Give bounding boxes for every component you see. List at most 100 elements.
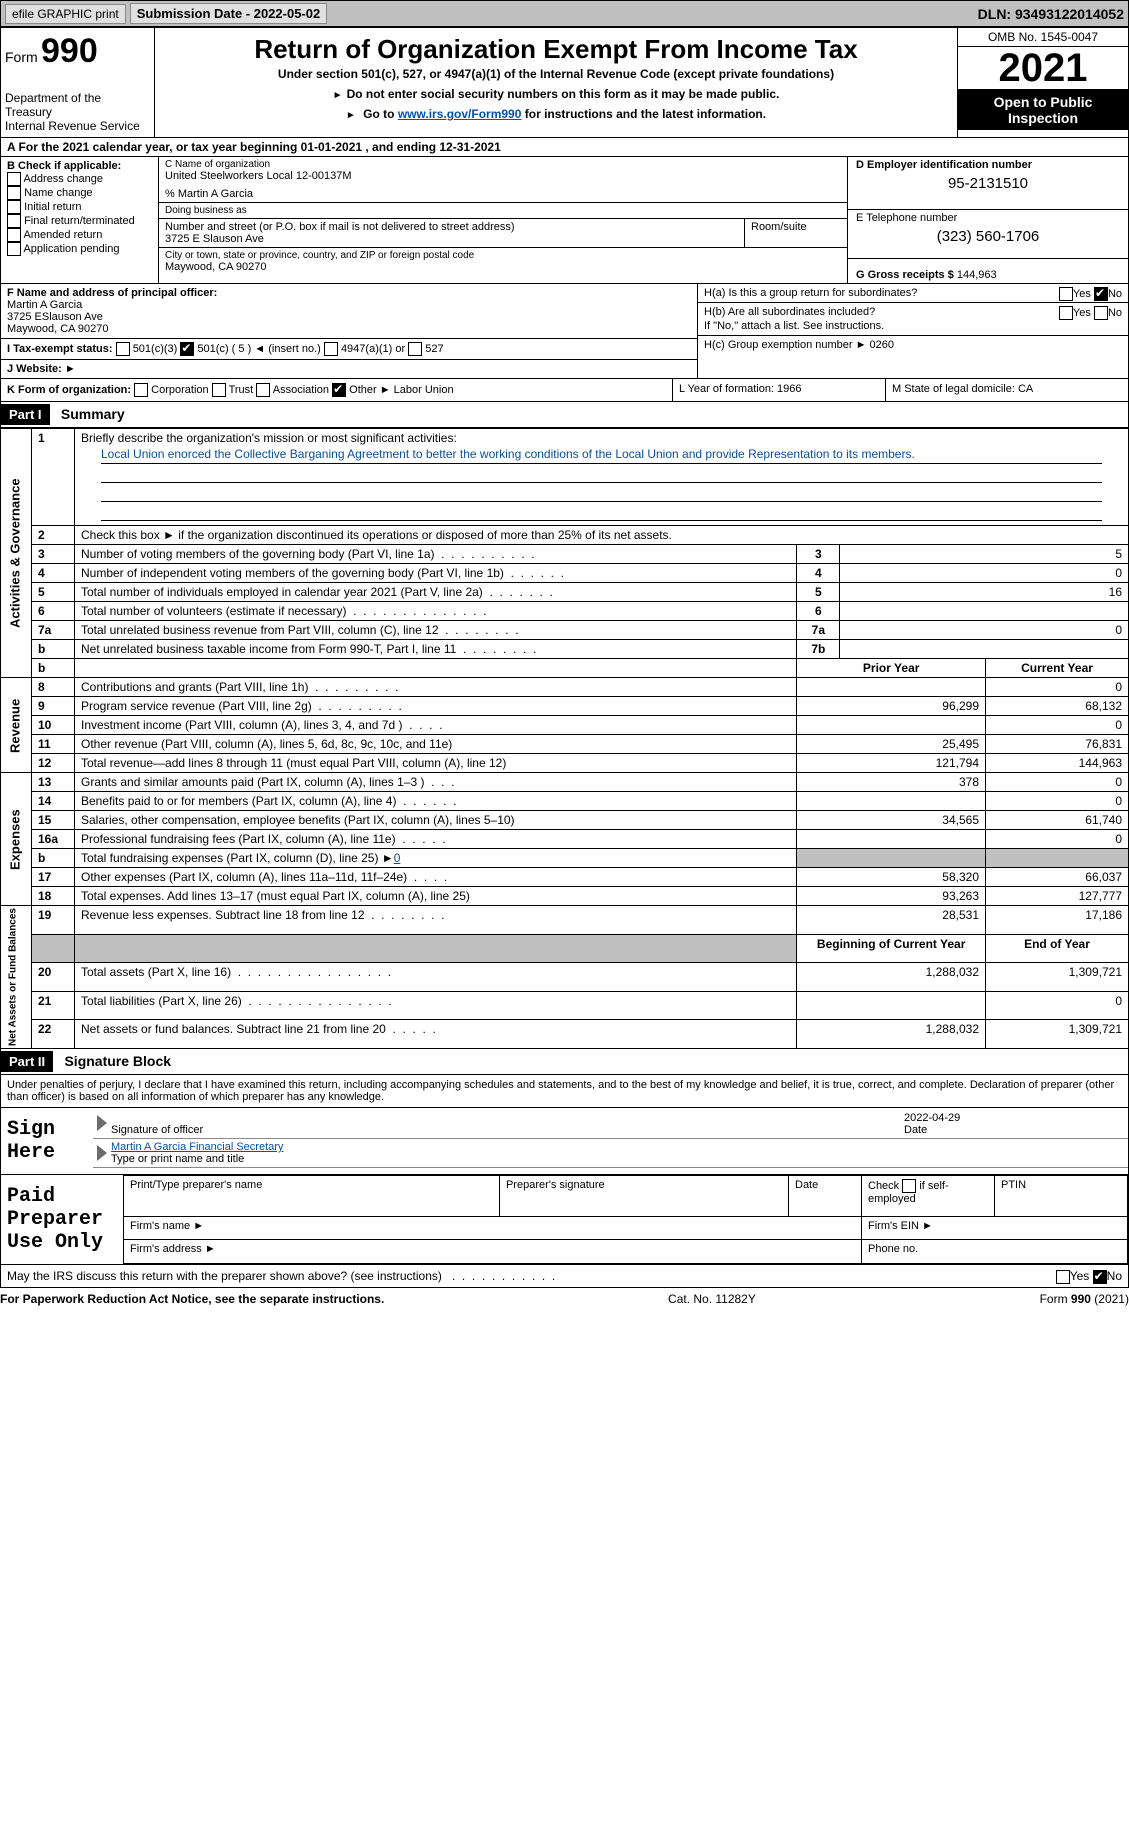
line21-eoy: 0 — [986, 991, 1129, 1020]
efile-print-button[interactable]: efile GRAPHIC print — [5, 4, 126, 24]
sign-here-label: Sign Here — [1, 1108, 93, 1174]
instr-ssn: Do not enter social security numbers on … — [163, 87, 949, 101]
opt-corp: Corporation — [151, 384, 208, 396]
chk-501c3[interactable] — [116, 342, 130, 356]
pp-selfemp: Check if self-employed — [862, 1176, 995, 1217]
form-number: 990 — [41, 32, 98, 70]
line19-current: 17,186 — [986, 906, 1129, 935]
line17-current: 66,037 — [986, 868, 1129, 887]
chk-assoc[interactable] — [256, 383, 270, 397]
line10-num: 10 — [32, 716, 75, 735]
triangle-icon — [97, 1115, 107, 1131]
chk-4947[interactable] — [324, 342, 338, 356]
line16a-num: 16a — [32, 830, 75, 849]
line4-box: 4 — [797, 564, 840, 583]
firm-ein: Firm's EIN ► — [862, 1216, 1128, 1240]
line13-text: Grants and similar amounts paid (Part IX… — [75, 773, 797, 792]
line7a-box: 7a — [797, 621, 840, 640]
section-b-label: B Check if applicable: — [7, 160, 152, 172]
line12-num: 12 — [32, 754, 75, 773]
line4-text: Number of independent voting members of … — [75, 564, 797, 583]
chk-initial-return[interactable]: Initial return — [7, 200, 152, 214]
chk-amended-return[interactable]: Amended return — [7, 228, 152, 242]
mission-text: Local Union enorced the Collective Barga… — [101, 447, 1102, 464]
hb-no[interactable] — [1094, 306, 1108, 320]
line16b-num: b — [32, 849, 75, 868]
spacer-cell — [75, 659, 797, 678]
chk-527[interactable] — [408, 342, 422, 356]
chk-selfemp[interactable] — [902, 1179, 916, 1193]
section-c: C Name of organization United Steelworke… — [159, 157, 848, 283]
line5-text: Total number of individuals employed in … — [75, 583, 797, 602]
line21-boy — [797, 991, 986, 1020]
discuss-yes[interactable] — [1056, 1270, 1070, 1284]
mission-blank2 — [101, 485, 1102, 502]
opt-other: Other — [349, 384, 377, 396]
opt-501c: 501(c) ( 5 ) ◄ (insert no.) — [197, 343, 320, 355]
line9-prior: 96,299 — [797, 697, 986, 716]
line9-current: 68,132 — [986, 697, 1129, 716]
submission-date: Submission Date - 2022-05-02 — [130, 3, 328, 24]
line19-text: Revenue less expenses. Subtract line 18 … — [75, 906, 797, 935]
discuss-no-checked-icon — [1093, 1270, 1107, 1284]
part1-table: Activities & Governance 1 Briefly descri… — [0, 428, 1129, 1049]
ein-value: 95-2131510 — [856, 171, 1120, 192]
gross-label: G Gross receipts $ — [856, 269, 954, 281]
section-d: D Employer identification number 95-2131… — [848, 157, 1128, 283]
omb-number: OMB No. 1545-0047 — [958, 28, 1128, 47]
line18-num: 18 — [32, 887, 75, 906]
chk-name-change[interactable]: Name change — [7, 186, 152, 200]
chk-address-change[interactable]: Address change — [7, 172, 152, 186]
line11-current: 76,831 — [986, 735, 1129, 754]
ha-no-checked-icon — [1094, 287, 1108, 301]
eoy-head: End of Year — [986, 934, 1129, 963]
line5-val: 16 — [840, 583, 1129, 602]
line22-num: 22 — [32, 1020, 75, 1049]
line7b-box: 7b — [797, 640, 840, 659]
prior-year-head: Prior Year — [797, 659, 986, 678]
chk-other-checked-icon — [332, 383, 346, 397]
line6-box: 6 — [797, 602, 840, 621]
ha-yes[interactable] — [1059, 287, 1073, 301]
irs-label: Internal Revenue Service — [5, 119, 150, 133]
chk-corp[interactable] — [134, 383, 148, 397]
line16b-gray2 — [986, 849, 1129, 868]
line14-prior — [797, 792, 986, 811]
col-left: F Name and address of principal officer:… — [1, 284, 697, 378]
form-word: Form — [5, 49, 38, 65]
line14-text: Benefits paid to or for members (Part IX… — [75, 792, 797, 811]
officer-city: Maywood, CA 90270 — [7, 323, 691, 335]
cat-no: Cat. No. 11282Y — [668, 1292, 756, 1306]
chk-trust[interactable] — [212, 383, 226, 397]
part2-bar: Part II Signature Block — [0, 1049, 1129, 1075]
part1-bar: Part I Summary — [0, 402, 1129, 428]
org-name: United Steelworkers Local 12-00137M — [165, 170, 841, 182]
chk-final-return[interactable]: Final return/terminated — [7, 214, 152, 228]
line-a-calendar: A For the 2021 calendar year, or tax yea… — [0, 138, 1129, 157]
hb-note: If "No," attach a list. See instructions… — [704, 320, 1122, 332]
line22-text: Net assets or fund balances. Subtract li… — [75, 1020, 797, 1049]
hb-yes[interactable] — [1059, 306, 1073, 320]
hc-label: H(c) Group exemption number ► 0260 — [698, 336, 1128, 354]
care-of: % Martin A Garcia — [165, 188, 841, 200]
line22-boy: 1,288,032 — [797, 1020, 986, 1049]
chk-application-pending[interactable]: Application pending — [7, 242, 152, 256]
line16b-val-link[interactable]: 0 — [394, 851, 401, 865]
line3-text: Number of voting members of the governin… — [75, 545, 797, 564]
line6-text: Total number of volunteers (estimate if … — [75, 602, 797, 621]
line15-text: Salaries, other compensation, employee b… — [75, 811, 797, 830]
section-klm: K Form of organization: Corporation Trus… — [0, 379, 1129, 402]
tab-activities: Activities & Governance — [1, 429, 32, 678]
city-value: Maywood, CA 90270 — [165, 261, 841, 273]
line7a-num: 7a — [32, 621, 75, 640]
irs-form990-link[interactable]: www.irs.gov/Form990 — [398, 107, 522, 121]
part1-title: Summary — [61, 406, 125, 422]
form-label-box: Form 990 Department of the Treasury Inte… — [1, 28, 155, 137]
firm-name: Firm's name ► — [124, 1216, 862, 1240]
f-label: F Name and address of principal officer: — [7, 287, 217, 299]
line7a-val: 0 — [840, 621, 1129, 640]
officer-name-link[interactable]: Martin A Garcia Financial Secretary — [111, 1141, 283, 1153]
line4-num: 4 — [32, 564, 75, 583]
line16a-prior — [797, 830, 986, 849]
pp-sig-hdr: Preparer's signature — [499, 1176, 788, 1217]
